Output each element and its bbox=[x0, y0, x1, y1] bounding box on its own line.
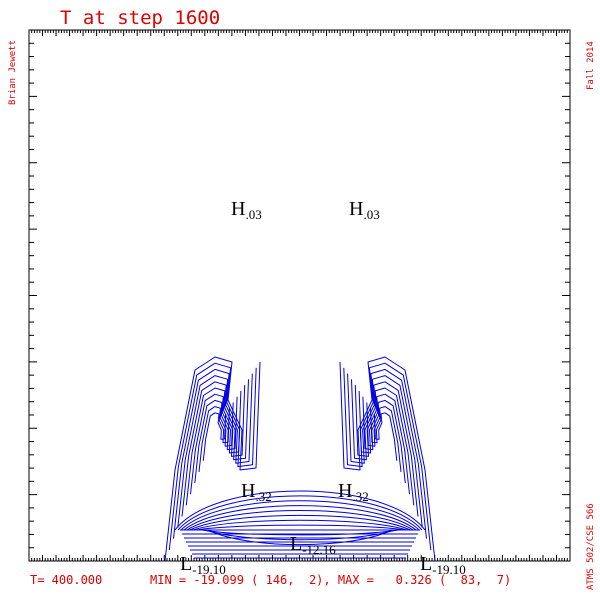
course: ATMS 502/CSE 566 bbox=[586, 503, 596, 590]
contour-line bbox=[194, 399, 234, 484]
term: Fall 2014 bbox=[586, 41, 596, 90]
extremum-value: -19.10 bbox=[192, 562, 226, 577]
extrema-labels: H.03 H.03H.32 H.32L-12.16L-19.10 L-19.10 bbox=[180, 198, 466, 577]
contour-line bbox=[181, 381, 246, 517]
contour-line bbox=[189, 514, 411, 531]
extremum-value: .03 bbox=[245, 207, 261, 222]
contour-line bbox=[347, 368, 427, 539]
contour-line bbox=[198, 406, 230, 472]
contour-line bbox=[207, 529, 393, 546]
range-label: MIN = -19.099 ( 146, 2), MAX = 0.326 ( 8… bbox=[150, 573, 511, 587]
extremum-letter: L bbox=[420, 553, 432, 575]
extremum-label: H.03 bbox=[231, 198, 262, 222]
extremum-label: L-19.10 bbox=[180, 553, 226, 577]
contour-line bbox=[183, 505, 417, 531]
extremum-value: -19.10 bbox=[432, 562, 466, 577]
contour-line bbox=[201, 529, 399, 536]
extremum-label: H.03 bbox=[349, 198, 380, 222]
contour-line bbox=[168, 362, 257, 550]
contour-line bbox=[174, 490, 426, 531]
extremum-letter: H bbox=[338, 480, 352, 502]
contour-line bbox=[358, 387, 415, 506]
contour-line bbox=[366, 399, 406, 484]
contour-line bbox=[173, 368, 253, 539]
plot-frame bbox=[28, 29, 571, 562]
extremum-value: .32 bbox=[352, 489, 368, 504]
contour-line bbox=[192, 519, 408, 531]
time-label: T= 400.000 bbox=[30, 573, 102, 587]
extremum-value: .32 bbox=[255, 489, 271, 504]
extremum-value: -12.16 bbox=[302, 542, 336, 557]
contour-line bbox=[354, 381, 419, 517]
contour-line bbox=[190, 393, 238, 495]
contour-line bbox=[339, 356, 436, 562]
extremum-letter: L bbox=[180, 553, 192, 575]
contour-line bbox=[186, 510, 414, 531]
contours bbox=[164, 356, 436, 562]
extremum-label: L-19.10 bbox=[420, 553, 466, 577]
extremum-letter: L bbox=[290, 533, 302, 555]
chart-title: T at step 1600 bbox=[60, 7, 220, 29]
extremum-label: L-12.16 bbox=[290, 533, 336, 557]
contour-line bbox=[343, 362, 432, 550]
contour-line bbox=[177, 375, 249, 528]
contour-line bbox=[177, 495, 423, 531]
contour-line bbox=[185, 387, 242, 506]
extremum-label: H.32 bbox=[338, 480, 369, 504]
contour-line bbox=[195, 524, 405, 531]
extremum-letter: H bbox=[241, 480, 255, 502]
extremum-value: .03 bbox=[363, 207, 379, 222]
contour-line bbox=[164, 356, 261, 562]
extremum-label: H.32 bbox=[241, 480, 272, 504]
contour-line bbox=[373, 412, 398, 461]
contour-line bbox=[180, 500, 420, 531]
contour-line bbox=[202, 412, 227, 461]
contour-line bbox=[370, 406, 402, 472]
frame-ticks bbox=[28, 29, 571, 562]
author: Brian Jewett bbox=[8, 40, 18, 105]
extremum-letter: H bbox=[231, 198, 245, 220]
contour-line bbox=[362, 393, 410, 495]
contour-line bbox=[351, 375, 423, 528]
extremum-letter: H bbox=[349, 198, 363, 220]
